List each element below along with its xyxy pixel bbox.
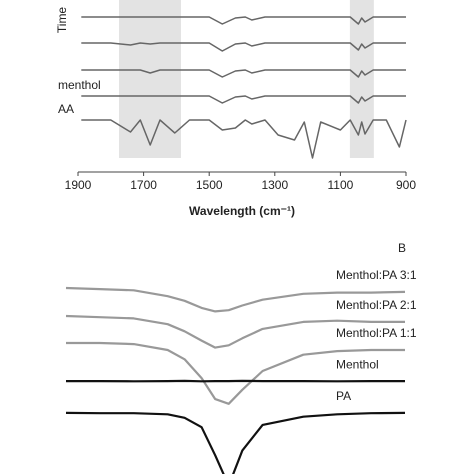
x-tick-label: 1300	[261, 178, 288, 192]
series-label: AA	[58, 102, 74, 116]
x-tick-label: 900	[396, 178, 416, 192]
spectrum-line	[81, 16, 406, 25]
series-label: Menthol:PA 2:1	[336, 298, 417, 312]
spectrum-line	[81, 42, 406, 52]
x-tick-label: 1100	[327, 178, 353, 192]
shaded-region	[119, 0, 181, 158]
series-label: menthol	[58, 78, 101, 92]
series-label: Menthol	[336, 357, 379, 371]
spectrum-line	[81, 119, 407, 159]
y-axis-title: Time	[55, 7, 69, 34]
panel-b	[65, 286, 406, 474]
spectrum-line	[81, 69, 406, 78]
shaded-region	[349, 0, 374, 158]
x-axis-title: Wavelength (cm⁻¹)	[189, 204, 295, 218]
x-tick-label: 1700	[130, 178, 157, 192]
panel-a: 1900 1700 1500 1300 1100 900	[65, 0, 416, 192]
x-tick-label: 1500	[196, 178, 223, 192]
series-label: Menthol:PA 3:1	[336, 268, 417, 282]
x-tick-label: 1900	[65, 178, 92, 192]
series-label: PA	[336, 389, 351, 403]
series-label: Menthol:PA 1:1	[336, 326, 417, 340]
panel-label: B	[398, 241, 406, 255]
spectrum-line	[66, 341, 405, 405]
spectrum-line	[65, 411, 406, 474]
spectrum-line	[65, 286, 406, 313]
spectrum-line	[65, 314, 405, 349]
spectrum-line	[81, 95, 406, 104]
